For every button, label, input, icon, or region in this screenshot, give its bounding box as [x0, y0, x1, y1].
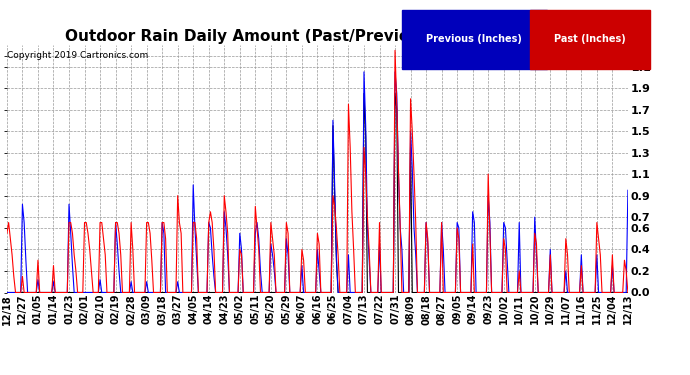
Title: Outdoor Rain Daily Amount (Past/Previous Year) 20191218: Outdoor Rain Daily Amount (Past/Previous… [66, 29, 569, 44]
Text: Past (Inches): Past (Inches) [554, 34, 626, 44]
Text: Copyright 2019 Cartronics.com: Copyright 2019 Cartronics.com [7, 51, 148, 60]
Text: Previous (Inches): Previous (Inches) [426, 34, 522, 44]
